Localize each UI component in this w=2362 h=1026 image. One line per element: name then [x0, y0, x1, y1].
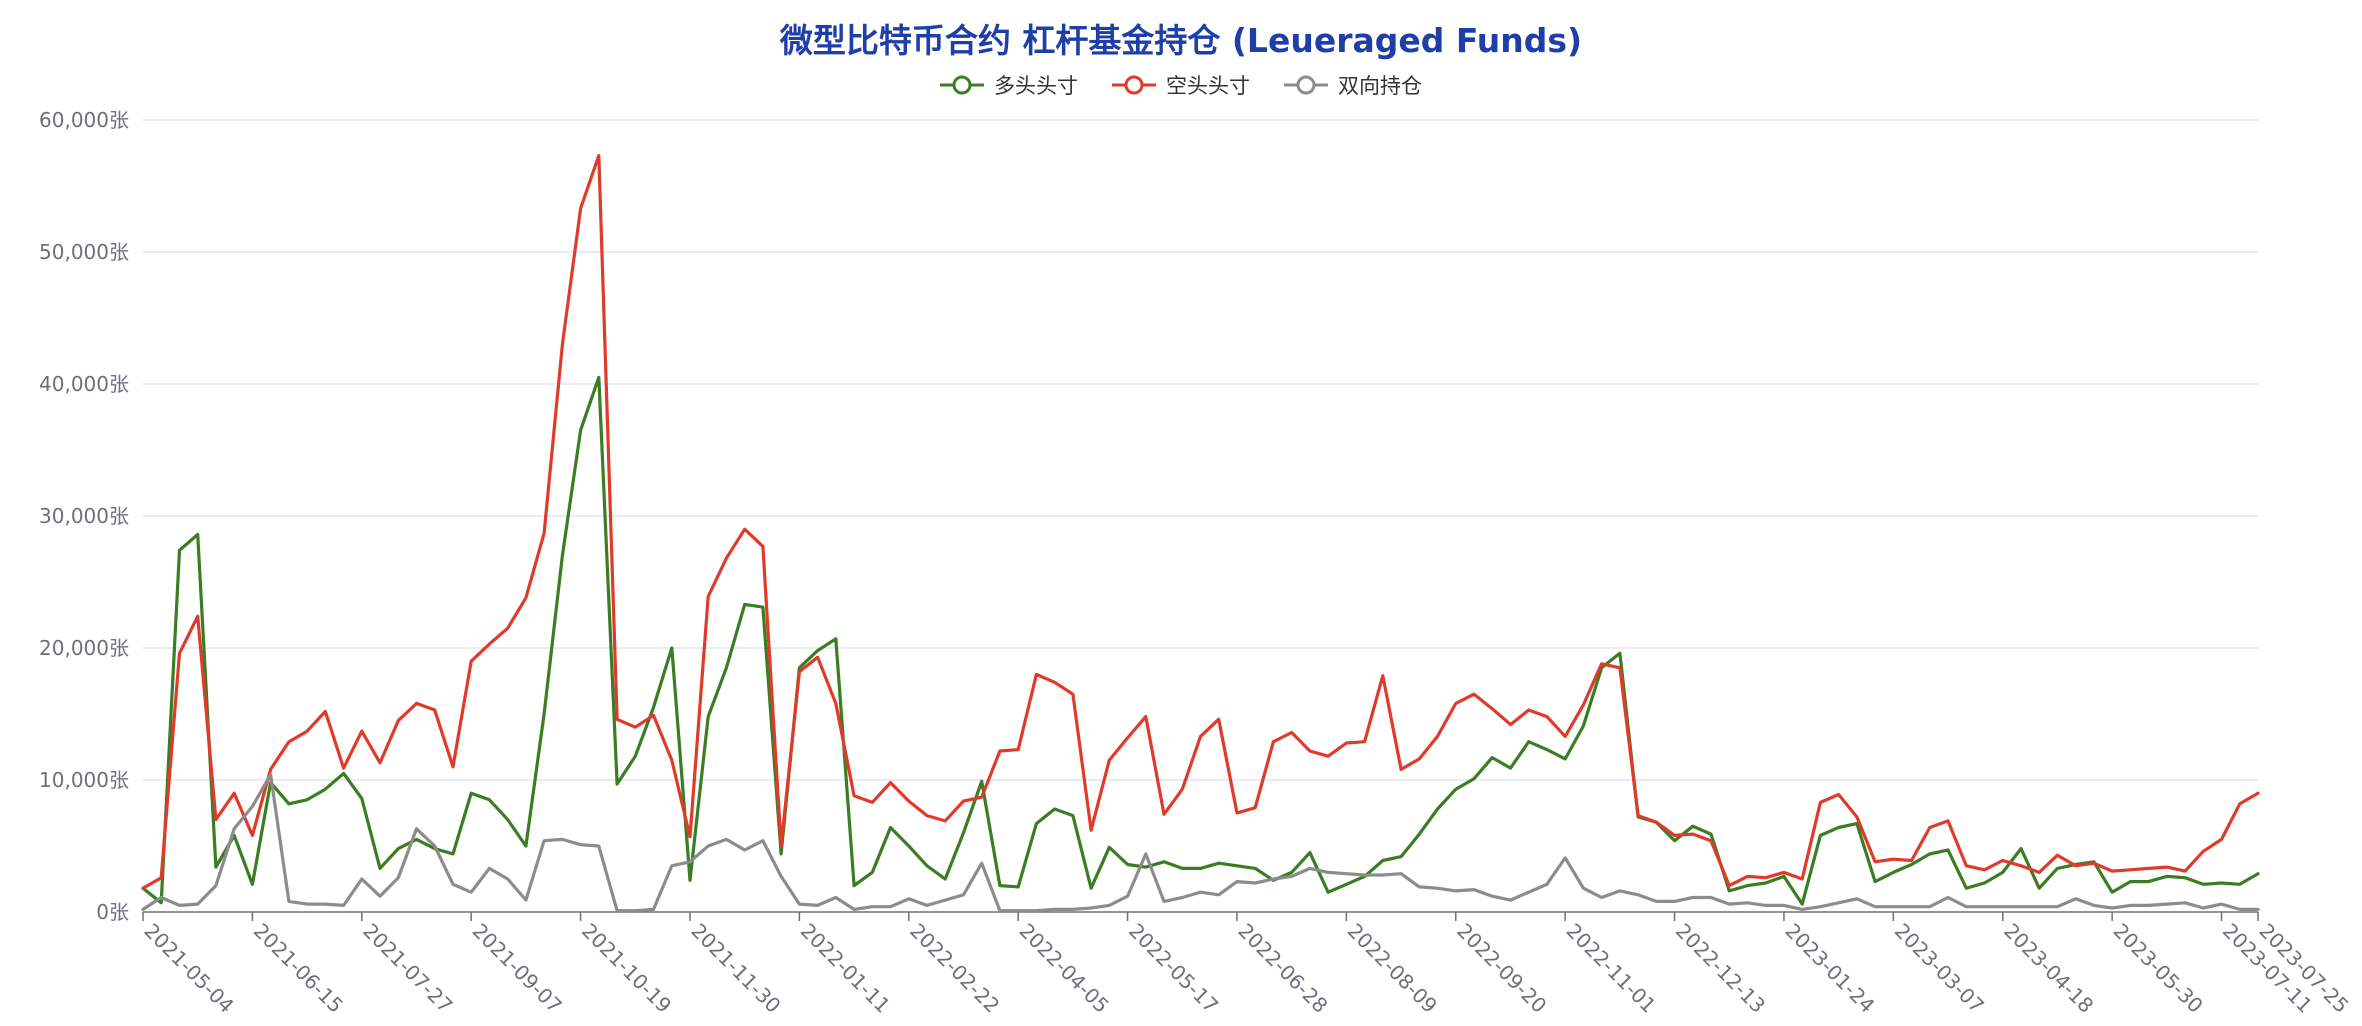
series-line-1[interactable] — [141, 154, 2260, 890]
x-tick-label: 2021-09-07 — [468, 919, 567, 1018]
x-tick-label: 2021-07-27 — [358, 919, 457, 1018]
y-tick-label: 50,000张 — [39, 240, 129, 264]
y-tick-label: 10,000张 — [39, 768, 129, 792]
legend-item-short[interactable]: 空头头寸 — [1112, 70, 1250, 100]
x-tick-label: 2023-04-18 — [1999, 919, 2098, 1018]
y-tick-label: 30,000张 — [39, 504, 129, 528]
legend-label-short: 空头头寸 — [1166, 74, 1250, 98]
legend-marker-long — [940, 75, 984, 95]
x-tick-label: 2022-04-05 — [1015, 919, 1114, 1018]
x-tick-label: 2021-11-30 — [686, 919, 785, 1018]
legend-marker-short — [1112, 75, 1156, 95]
axes: 0张 10,000张 20,000张 30,000张 40,000张 50,000张 60,… — [39, 108, 2354, 1018]
x-tick-label: 2022-08-09 — [1343, 919, 1442, 1018]
x-tick-label: 2023-03-07 — [1890, 919, 1989, 1018]
x-tick-label: 2021-06-15 — [249, 919, 348, 1018]
y-tick-label: 40,000张 — [39, 372, 129, 396]
x-tick-label: 2022-12-13 — [1671, 919, 1770, 1018]
x-tick-label: 2022-05-17 — [1124, 919, 1223, 1018]
x-tick-label: 2022-02-22 — [905, 919, 1004, 1018]
y-tick-label: 20,000张 — [39, 636, 129, 660]
x-tick-label: 2023-05-30 — [2109, 919, 2208, 1018]
legend-item-spread[interactable]: 双向持仓 — [1284, 70, 1422, 100]
x-tick-label: 2021-05-04 — [139, 919, 238, 1018]
legend: 多头头寸 空头头寸 双向持仓 — [0, 70, 2362, 100]
y-tick-label: 0张 — [96, 900, 129, 924]
x-tick-label: 2022-06-28 — [1233, 919, 1332, 1018]
series-line-0[interactable] — [141, 375, 2260, 906]
legend-marker-spread — [1284, 75, 1328, 95]
x-tick-label: 2022-11-01 — [1562, 919, 1661, 1018]
series-lines — [141, 154, 2260, 913]
series-line-2[interactable] — [141, 773, 2260, 913]
x-tick-label: 2022-01-11 — [796, 919, 895, 1018]
legend-item-long[interactable]: 多头头寸 — [940, 70, 1078, 100]
legend-label-spread: 双向持仓 — [1338, 74, 1422, 98]
y-tick-label: 60,000张 — [39, 108, 129, 132]
x-tick-label: 2022-09-20 — [1452, 919, 1551, 1018]
legend-label-long: 多头头寸 — [994, 74, 1078, 98]
chart-title: 微型比特币合约 杠杆基金持仓 (Leueraged Funds) — [779, 21, 1583, 60]
x-tick-label: 2023-01-24 — [1780, 919, 1879, 1018]
grid-lines — [143, 119, 2258, 781]
x-tick-label: 2021-10-19 — [577, 919, 676, 1018]
